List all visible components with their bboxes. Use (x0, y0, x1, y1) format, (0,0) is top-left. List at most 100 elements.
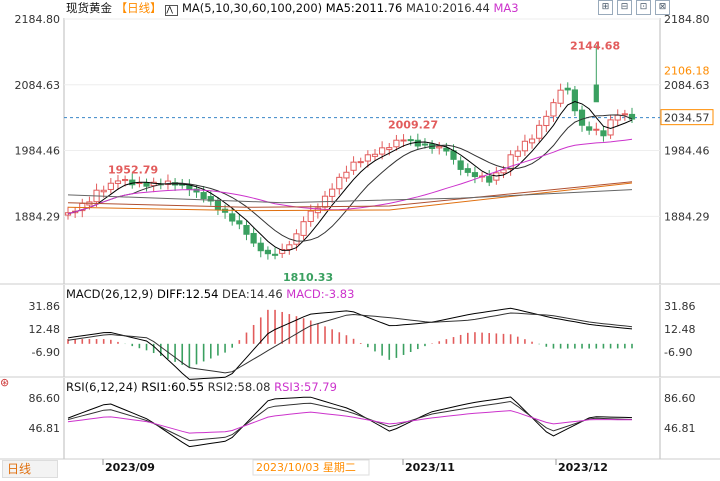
candle-body (443, 147, 450, 152)
annotation-1810: 1810.33 (283, 271, 333, 284)
macd-value: MACD:-3.83 (286, 287, 355, 301)
rsi1-value: RSI1:60.55 (141, 380, 205, 394)
zoom-out-icon[interactable]: ⊟ (617, 0, 632, 15)
macd-tick-right-1: 12.48 (664, 323, 696, 336)
period-button[interactable]: 日线 (2, 460, 58, 478)
zoom-in-icon[interactable]: ⊞ (598, 0, 613, 15)
month-label-1: 2023/11 (405, 461, 455, 474)
annotation-1952: 1952.79 (108, 163, 158, 176)
candle-body (407, 139, 414, 142)
price-tick-left-3: 1884.29 (15, 210, 61, 223)
macd-tick-left-0: 31.86 (29, 300, 61, 313)
rsi-tick-left-0: 86.60 (29, 392, 61, 405)
candle-body (329, 188, 336, 197)
macd-tick-left-1: 12.48 (29, 323, 61, 336)
macd-dea-line (67, 312, 633, 374)
price-tick-right-0: 2184.80 (664, 13, 710, 26)
candle-body (279, 248, 286, 254)
candle-body (628, 113, 636, 120)
candle-body (200, 192, 207, 200)
ma10-label: MA10:2016.44 (405, 1, 490, 15)
candle-body (293, 233, 300, 245)
candle-body (414, 139, 421, 147)
candle-body (614, 114, 621, 121)
price-tick-left-2: 1984.46 (15, 145, 61, 158)
macd-diff-line (67, 307, 633, 380)
rsi3-value: RSI3:57.79 (274, 380, 337, 394)
candle-body (114, 180, 122, 184)
candle-body (571, 89, 578, 112)
cursor-date-box (252, 459, 370, 476)
annotation-2144: 2144.68 (570, 39, 620, 52)
candle-body (514, 150, 521, 157)
candle-body (621, 113, 628, 116)
ma5-label: MA5:2011.76 (325, 1, 403, 15)
candle-body (243, 224, 250, 235)
price-tick-right-1: 2084.63 (664, 79, 710, 92)
last-price-label: 2034.57 (664, 112, 710, 125)
macd-tick-right-2: -6.90 (664, 346, 692, 359)
candle-body (229, 213, 236, 222)
rsi1-line (67, 396, 633, 448)
annotation-2009: 2009.27 (388, 118, 438, 131)
candle-body (350, 161, 357, 171)
candle-body (150, 181, 157, 187)
header-bar: 现货黄金 【日线】 ⋀ MA(5,10,30,60,100,200) MA5:2… (66, 1, 519, 16)
candle-body (286, 244, 293, 250)
cursor-date-label: 2023/10/03 星期二 (256, 461, 356, 474)
candle-body (364, 154, 371, 162)
rsi2-line (67, 400, 633, 442)
candle-body (371, 153, 379, 157)
macd-header: MACD(26,12,9) DIFF:12.54 DEA:14.46 MACD:… (66, 287, 354, 301)
candle-body (500, 169, 507, 174)
candle-body (528, 138, 536, 144)
ma200-line (67, 189, 633, 204)
fit-icon[interactable]: ⊡ (636, 0, 651, 15)
candle-body (586, 126, 593, 131)
macd-title: MACD(26,12,9) (66, 287, 154, 301)
rsi-tick-right-0: 86.60 (664, 392, 696, 405)
month-label-2: 2023/12 (558, 461, 608, 474)
candle-body (536, 124, 543, 139)
spike-body (593, 84, 599, 103)
last-price-box (660, 109, 714, 126)
rsi2-value: RSI2:58.08 (207, 380, 271, 394)
rsi3-line (67, 410, 632, 434)
ma3-label: MA3 (493, 1, 519, 15)
candle-body (550, 102, 557, 117)
candle-body (507, 154, 514, 170)
candle-body (100, 189, 107, 193)
candle-body (393, 139, 400, 148)
candle-body (486, 176, 493, 183)
ma100-line (67, 181, 633, 208)
candle-body (379, 147, 386, 155)
price-tick-left-1: 2084.63 (15, 79, 61, 92)
macd-diff: DIFF:12.54 (157, 287, 219, 301)
candle-body (250, 232, 257, 244)
ma30-line (67, 138, 633, 215)
macd-tick-left-2: -6.90 (32, 346, 60, 359)
candle-body (122, 178, 129, 182)
candle-body (436, 146, 443, 149)
candle-body (578, 109, 586, 126)
candle-body (64, 212, 72, 216)
candle-body (214, 200, 222, 211)
candle-body (543, 115, 550, 127)
price-tick-left-0: 2184.80 (15, 13, 61, 26)
price-tick-right-2: 1984.46 (664, 145, 710, 158)
candle-body (521, 140, 529, 152)
candle-body (343, 171, 350, 179)
settings-icon[interactable]: ⊠ (655, 0, 670, 15)
candle-body (143, 182, 150, 187)
rsi-tick-left-1: 46.81 (29, 422, 61, 435)
ma-set-label[interactable]: MA(5,10,30,60,100,200) (181, 1, 323, 15)
candle-body (600, 130, 607, 137)
rsi-title: RSI(6,12,24) (66, 380, 138, 394)
crosshair-icon[interactable]: ⊛ (0, 376, 10, 389)
rsi-tick-right-1: 46.81 (664, 422, 696, 435)
symbol-label: 现货黄金 (66, 1, 112, 15)
month-label-0: 2023/09 (105, 461, 155, 474)
period-label[interactable]: 【日线】 (115, 1, 162, 15)
